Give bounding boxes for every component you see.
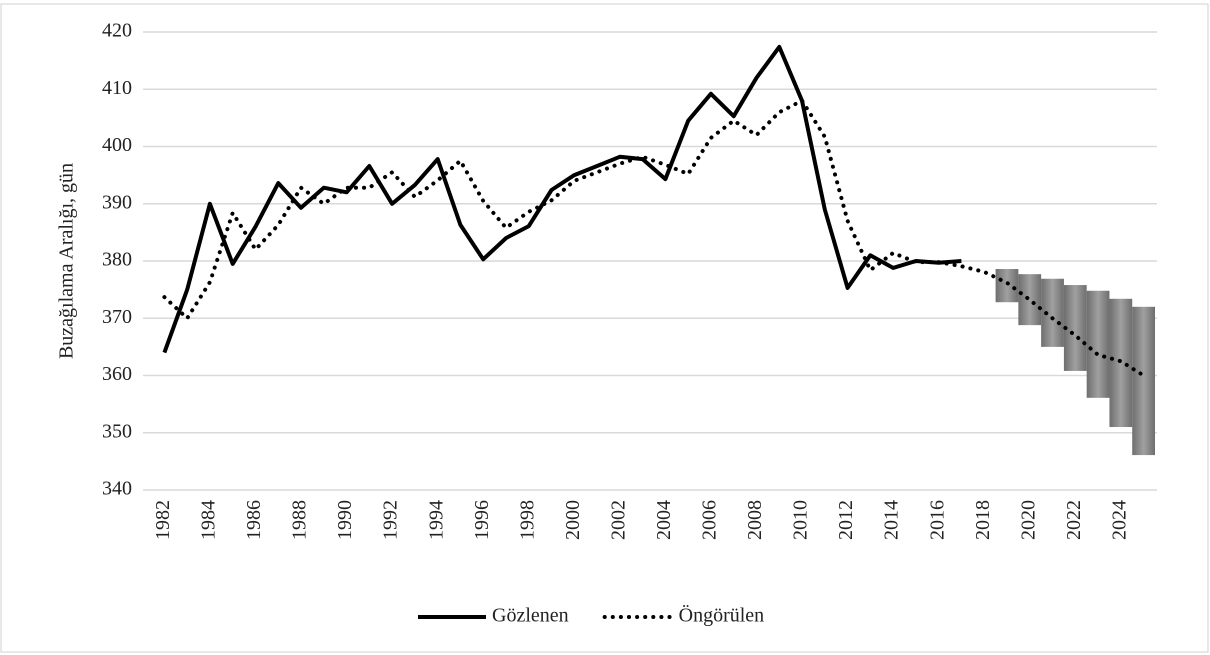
- x-tick-label: 1986: [243, 500, 265, 540]
- y-tick-label: 360: [102, 363, 132, 385]
- x-tick-label: 2002: [607, 500, 629, 540]
- y-tick-label: 420: [102, 20, 132, 42]
- x-tick-label: 1996: [471, 500, 493, 540]
- x-tick-label: 1990: [334, 500, 356, 540]
- x-tick-label: 2024: [1108, 500, 1130, 540]
- interval-bar: [995, 269, 1019, 303]
- y-tick-label: 380: [102, 249, 132, 271]
- interval-bar: [1063, 285, 1087, 371]
- x-tick-label: 2004: [653, 500, 675, 540]
- x-tick-label: 2016: [926, 500, 948, 540]
- x-tick-label: 2020: [1017, 500, 1039, 540]
- legend-label: Gözlenen: [492, 605, 569, 627]
- x-tick-label: 2008: [744, 500, 766, 540]
- y-tick-label: 340: [102, 478, 132, 500]
- x-tick-label: 2014: [881, 500, 903, 540]
- x-tick-label: 2018: [972, 500, 994, 540]
- x-tick-label: 2012: [835, 500, 857, 540]
- interval-bar: [1132, 306, 1155, 456]
- interval-bar: [1086, 290, 1110, 398]
- legend-label: Öngörülen: [679, 604, 765, 627]
- x-tick-label: 2010: [790, 500, 812, 540]
- x-tick-label: 1984: [198, 500, 220, 540]
- y-tick-label: 400: [102, 134, 132, 156]
- series-line: [162, 98, 1146, 378]
- interval-bar: [1041, 278, 1064, 347]
- y-tick-label: 370: [102, 306, 132, 328]
- series-line: [162, 44, 962, 354]
- y-tick-label: 410: [102, 77, 132, 99]
- x-tick-label: 2006: [699, 500, 721, 540]
- chart-border: [0, 3, 1209, 653]
- interval-bar: [1109, 298, 1133, 428]
- x-tick-label: 1994: [425, 500, 447, 540]
- y-tick-label: 350: [102, 420, 132, 442]
- y-tick-label: 390: [102, 191, 132, 213]
- x-tick-label: 2022: [1063, 500, 1085, 540]
- x-tick-label: 1998: [516, 500, 538, 540]
- x-tick-label: 2000: [562, 500, 584, 540]
- x-tick-label: 1992: [380, 500, 402, 540]
- interval-bar: [1018, 274, 1042, 326]
- y-axis-label: Buzağılama Aralığı, gün: [56, 163, 78, 359]
- x-tick-label: 1988: [289, 500, 311, 540]
- x-tick-label: 1982: [152, 500, 174, 540]
